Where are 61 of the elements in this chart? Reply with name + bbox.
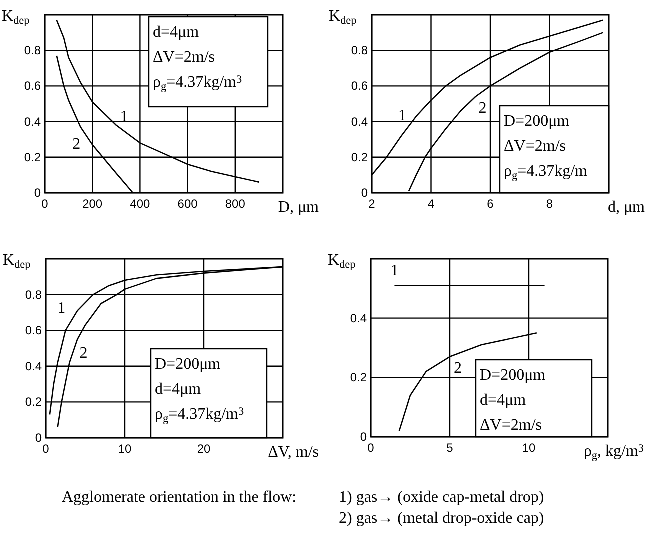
x-tick-label: 600	[178, 197, 198, 211]
y-tick-label: 0.8	[24, 44, 42, 58]
y-tick-label: 0.6	[351, 79, 368, 94]
annotation: ΔV=2m/s	[480, 417, 542, 434]
annotation: d=4μm	[480, 392, 527, 409]
x-tick-label: 5	[446, 441, 454, 455]
x-axis-title: D, μm	[278, 199, 320, 216]
y-tick-label: 0.6	[25, 324, 42, 338]
x-tick-label: 8	[546, 197, 554, 211]
x-tick-label: 6	[487, 197, 494, 211]
y-tick-label: 0	[34, 186, 42, 200]
x-axis-title: ρ$_{g}$, kg/m$^{3}$	[584, 442, 644, 462]
y-tick-label: 0.2	[24, 150, 42, 164]
x-tick-label: 2	[368, 197, 376, 211]
annotation: ΔV=2m/s	[504, 138, 566, 155]
y-tick-label: 0.4	[24, 114, 42, 129]
y-axis-title: K$_{dep}$	[3, 252, 32, 271]
y-tick-label: 0.4	[350, 311, 368, 326]
annotation: D=200μm	[504, 113, 570, 130]
x-axis-title: d, μm	[608, 199, 646, 216]
series-label: 1	[398, 107, 406, 124]
x-tick-label: 4	[428, 197, 435, 211]
annotation: ρ$_{g}$=4.37kg/m$^{3}$	[153, 74, 242, 93]
series-label: 2	[80, 344, 88, 362]
y-axis-title: K$_{dep}$	[2, 8, 30, 27]
y-tick-label: 0	[35, 431, 42, 445]
y-tick-label: 0.6	[24, 79, 42, 94]
x-tick-label: 20	[197, 442, 211, 456]
annotation: d=4μm	[155, 381, 202, 398]
series-label: 2	[454, 360, 462, 377]
series-label: 1	[58, 300, 66, 317]
annotation: ΔV=2m/s	[153, 49, 215, 66]
y-axis-title: K$_{dep}$	[328, 252, 356, 271]
x-axis-title: ΔV, m/s	[268, 444, 319, 461]
annotation: ρ$_{g}$=4.37kg/m$^{3}$	[155, 406, 244, 425]
series-label: 2	[478, 100, 487, 117]
text: 2) gas→ (metal drop-oxide cap)	[339, 510, 544, 527]
y-tick-label: 0	[361, 186, 368, 200]
series-label: 1	[390, 262, 399, 280]
y-tick-label: 0.8	[351, 44, 368, 58]
y-tick-label: 0	[360, 430, 368, 444]
y-axis-title: K$_{dep}$	[329, 8, 358, 27]
y-tick-label: 0.4	[351, 114, 368, 129]
y-tick-label: 0.4	[25, 359, 42, 374]
y-tick-label: 0.2	[25, 395, 42, 410]
y-tick-label: 0.2	[351, 150, 368, 164]
text: Agglomerate orientation in the flow:	[62, 489, 297, 506]
annotation: D=200μm	[155, 356, 222, 373]
x-tick-label: 10	[118, 442, 132, 456]
annotation: ρ$_{g}$=4.37kg/m	[504, 163, 588, 182]
annotation: D=200μm	[480, 367, 546, 384]
y-tick-label: 0.8	[25, 288, 42, 302]
annotation: d=4μm	[153, 24, 200, 41]
x-tick-label: 10	[522, 441, 536, 455]
series-label: 2	[72, 136, 81, 153]
x-tick-label: 800	[225, 197, 246, 211]
x-tick-label: 200	[82, 197, 103, 211]
text: 1) gas→ (oxide cap-metal drop)	[339, 489, 544, 506]
x-tick-label: 400	[130, 197, 151, 211]
y-tick-label: 0.2	[350, 370, 368, 385]
series-label: 1	[120, 108, 128, 126]
